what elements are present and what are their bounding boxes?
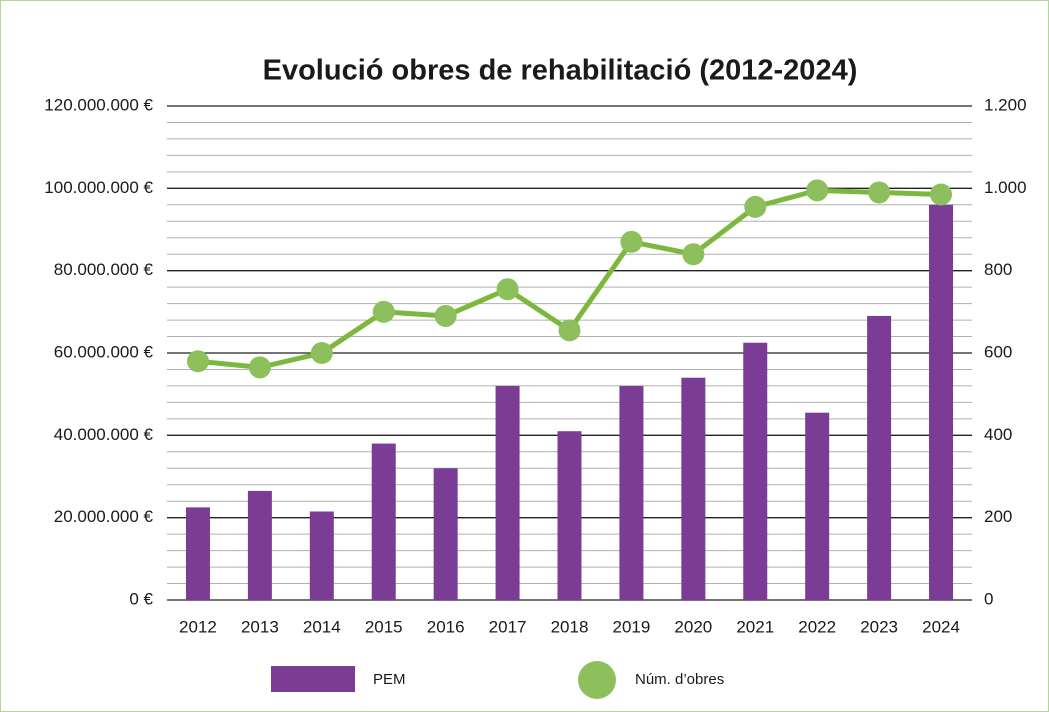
y2-tick-label: 1.200 xyxy=(984,95,1027,114)
bar xyxy=(929,204,954,601)
y-tick-label: 0 € xyxy=(129,589,153,608)
point xyxy=(186,350,209,373)
y2-tick-label: 1.000 xyxy=(984,178,1027,197)
x-tick-label: 2019 xyxy=(613,617,651,636)
point xyxy=(558,319,581,342)
bar xyxy=(433,468,458,600)
point xyxy=(372,300,395,323)
y-tick-label: 120.000.000 € xyxy=(44,95,153,114)
x-tick-label: 2016 xyxy=(427,617,465,636)
bar xyxy=(371,443,396,600)
point xyxy=(620,230,643,253)
x-tick-label: 2024 xyxy=(922,617,960,636)
x-tick-label: 2015 xyxy=(365,617,403,636)
x-tick-label: 2012 xyxy=(179,617,217,636)
point xyxy=(682,243,705,266)
x-tick-label: 2014 xyxy=(303,617,341,636)
bar xyxy=(185,507,210,600)
y2-tick-label: 200 xyxy=(984,507,1012,526)
bar xyxy=(247,490,272,600)
point xyxy=(248,356,271,379)
point xyxy=(868,181,891,204)
point xyxy=(806,179,829,202)
point xyxy=(310,342,333,364)
bar xyxy=(681,377,706,600)
bar xyxy=(805,412,830,600)
x-tick-label: 2020 xyxy=(674,617,712,636)
bar xyxy=(867,315,892,600)
x-tick-label: 2018 xyxy=(551,617,589,636)
point xyxy=(930,183,953,206)
y-tick-label: 20.000.000 € xyxy=(54,507,154,526)
x-tick-label: 2013 xyxy=(241,617,279,636)
bar xyxy=(309,511,334,600)
bar xyxy=(743,342,768,600)
x-tick-label: 2023 xyxy=(860,617,898,636)
y-tick-label: 40.000.000 € xyxy=(54,425,154,444)
legend-swatch xyxy=(271,666,355,692)
x-tick-label: 2017 xyxy=(489,617,527,636)
y2-tick-label: 800 xyxy=(984,260,1012,279)
legend-label: Núm. d’obres xyxy=(635,671,724,688)
y-tick-label: 80.000.000 € xyxy=(54,260,154,279)
legend-swatch xyxy=(578,661,616,699)
legend-label: PEM xyxy=(373,671,406,688)
y2-tick-label: 400 xyxy=(984,425,1012,444)
bar xyxy=(557,431,582,600)
point xyxy=(496,278,519,301)
point xyxy=(744,195,767,218)
bar xyxy=(619,385,644,600)
bar xyxy=(495,385,520,600)
y2-tick-label: 600 xyxy=(984,342,1012,361)
chart-title: Evolució obres de rehabilitació (2012-20… xyxy=(263,55,858,87)
x-tick-label: 2021 xyxy=(736,617,774,636)
y-tick-label: 100.000.000 € xyxy=(44,178,153,197)
x-tick-label: 2022 xyxy=(798,617,836,636)
y-tick-label: 60.000.000 € xyxy=(54,342,154,361)
point xyxy=(434,304,457,327)
y2-tick-label: 0 xyxy=(984,589,993,608)
